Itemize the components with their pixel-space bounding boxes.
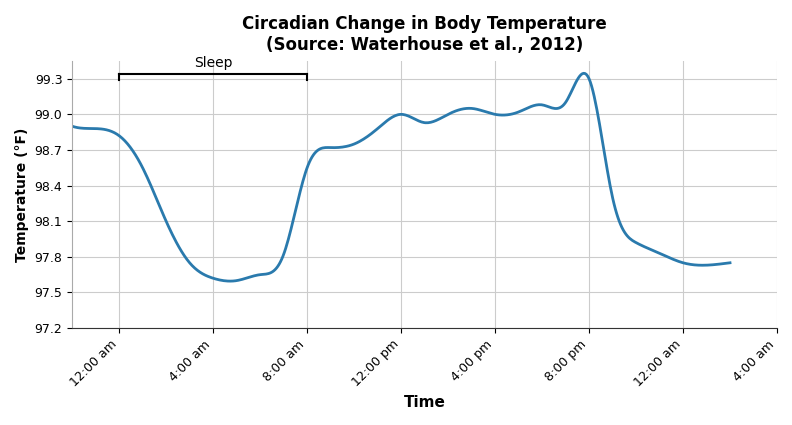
Text: Sleep: Sleep — [194, 57, 232, 71]
X-axis label: Time: Time — [404, 395, 446, 410]
Title: Circadian Change in Body Temperature
(Source: Waterhouse et al., 2012): Circadian Change in Body Temperature (So… — [242, 15, 607, 54]
Y-axis label: Temperature (°F): Temperature (°F) — [15, 128, 29, 262]
